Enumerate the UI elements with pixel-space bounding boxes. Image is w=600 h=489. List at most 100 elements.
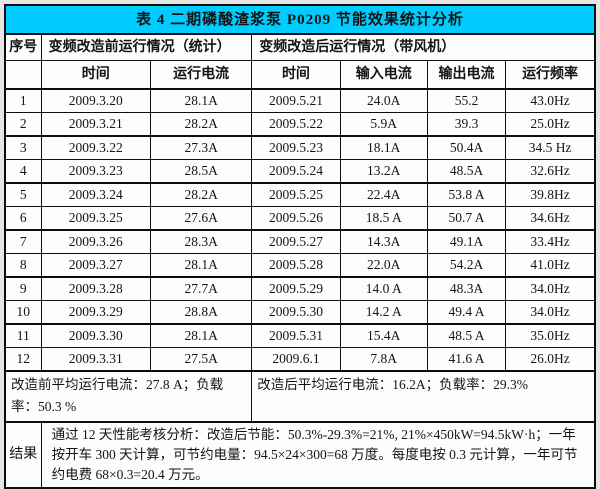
sub-header-row: 时间 运行电流 时间 输入电流 输出电流 运行频率	[4, 60, 596, 90]
row-index-cell: 2	[4, 112, 42, 137]
frequency-cell: 34.0Hz	[505, 276, 596, 301]
table-row: 7 2009.3.26 28.3A 2009.5.27 14.3A 49.1A …	[4, 229, 596, 254]
frequency-cell: 34.0Hz	[505, 300, 596, 325]
date-before-cell: 2009.3.23	[40, 159, 151, 184]
frequency-cell: 25.0Hz	[505, 112, 596, 137]
input-current-cell: 18.1A	[339, 135, 428, 160]
summary-row: 改造前平均运行电流：27.8 A；负载率：50.3 % 改造后平均运行电流：16…	[4, 370, 596, 423]
current-before-cell: 28.1A	[149, 323, 253, 348]
summary-before-cell: 改造前平均运行电流：27.8 A；负载率：50.3 %	[4, 370, 253, 423]
header-time-after: 时间	[251, 60, 341, 90]
date-after-cell: 2009.5.21	[251, 88, 341, 113]
table-row: 4 2009.3.23 28.5A 2009.5.24 13.2A 48.5A …	[4, 159, 596, 184]
row-index-cell: 7	[4, 229, 42, 254]
current-before-cell: 28.2A	[149, 112, 253, 137]
row-index-cell: 11	[4, 323, 42, 348]
output-current-cell: 39.3	[426, 112, 507, 137]
date-after-cell: 2009.6.1	[251, 347, 341, 372]
table-title: 表 4 二期磷酸渣浆泵 P0209 节能效果统计分析	[4, 4, 596, 35]
input-current-cell: 14.0 A	[339, 276, 428, 301]
summary-after-cell: 改造后平均运行电流：16.2A；负载率：29.3%	[251, 370, 596, 423]
row-index-cell: 6	[4, 206, 42, 231]
input-current-cell: 18.5 A	[339, 206, 428, 231]
table-row: 8 2009.3.27 28.1A 2009.5.28 22.0A 54.2A …	[4, 253, 596, 278]
result-row: 结果 通过 12 天性能考核分析：改造后节能：50.3%-29.3%=21%, …	[4, 421, 596, 489]
frequency-cell: 39.8Hz	[505, 182, 596, 207]
input-current-cell: 15.4A	[339, 323, 428, 348]
date-after-cell: 2009.5.29	[251, 276, 341, 301]
date-before-cell: 2009.3.31	[40, 347, 151, 372]
current-before-cell: 28.2A	[149, 182, 253, 207]
table-foot: 改造前平均运行电流：27.8 A；负载率：50.3 % 改造后平均运行电流：16…	[4, 370, 596, 489]
table-row: 10 2009.3.29 28.8A 2009.5.30 14.2 A 49.4…	[4, 300, 596, 325]
header-output-current: 输出电流	[426, 60, 507, 90]
date-after-cell: 2009.5.26	[251, 206, 341, 231]
output-current-cell: 41.6 A	[426, 347, 507, 372]
header-time-before: 时间	[40, 60, 151, 90]
row-index-cell: 9	[4, 276, 42, 301]
row-index-cell: 8	[4, 253, 42, 278]
input-current-cell: 7.8A	[339, 347, 428, 372]
row-index-cell: 12	[4, 347, 42, 372]
result-text-cell: 通过 12 天性能考核分析：改造后节能：50.3%-29.3%=21%, 21%…	[40, 421, 596, 489]
input-current-cell: 14.3A	[339, 229, 428, 254]
date-after-cell: 2009.5.24	[251, 159, 341, 184]
table-row: 9 2009.3.28 27.7A 2009.5.29 14.0 A 48.3A…	[4, 276, 596, 301]
frequency-cell: 43.0Hz	[505, 88, 596, 113]
title-row: 表 4 二期磷酸渣浆泵 P0209 节能效果统计分析	[4, 4, 596, 35]
date-after-cell: 2009.5.25	[251, 182, 341, 207]
current-before-cell: 28.5A	[149, 159, 253, 184]
date-before-cell: 2009.3.29	[40, 300, 151, 325]
table-row: 6 2009.3.25 27.6A 2009.5.26 18.5 A 50.7 …	[4, 206, 596, 231]
current-before-cell: 28.1A	[149, 253, 253, 278]
output-current-cell: 48.5 A	[426, 323, 507, 348]
date-after-cell: 2009.5.23	[251, 135, 341, 160]
date-before-cell: 2009.3.20	[40, 88, 151, 113]
output-current-cell: 48.5A	[426, 159, 507, 184]
current-before-cell: 28.3A	[149, 229, 253, 254]
output-current-cell: 53.8 A	[426, 182, 507, 207]
date-before-cell: 2009.3.26	[40, 229, 151, 254]
frequency-cell: 41.0Hz	[505, 253, 596, 278]
frequency-cell: 32.6Hz	[505, 159, 596, 184]
current-before-cell: 27.5A	[149, 347, 253, 372]
output-current-cell: 50.4A	[426, 135, 507, 160]
date-before-cell: 2009.3.21	[40, 112, 151, 137]
input-current-cell: 5.9A	[339, 112, 428, 137]
current-before-cell: 27.7A	[149, 276, 253, 301]
output-current-cell: 54.2A	[426, 253, 507, 278]
group-header-row: 序号 变频改造前运行情况（统计） 变频改造后运行情况（带风机）	[4, 33, 596, 61]
date-after-cell: 2009.5.28	[251, 253, 341, 278]
output-current-cell: 50.7 A	[426, 206, 507, 231]
frequency-cell: 33.4Hz	[505, 229, 596, 254]
input-current-cell: 24.0A	[339, 88, 428, 113]
date-after-cell: 2009.5.31	[251, 323, 341, 348]
date-before-cell: 2009.3.30	[40, 323, 151, 348]
header-group-before: 变频改造前运行情况（统计）	[40, 33, 253, 61]
date-after-cell: 2009.5.30	[251, 300, 341, 325]
output-current-cell: 48.3A	[426, 276, 507, 301]
current-before-cell: 27.3A	[149, 135, 253, 160]
date-before-cell: 2009.3.25	[40, 206, 151, 231]
date-after-cell: 2009.5.22	[251, 112, 341, 137]
output-current-cell: 55.2	[426, 88, 507, 113]
header-input-current: 输入电流	[339, 60, 428, 90]
table-row: 1 2009.3.20 28.1A 2009.5.21 24.0A 55.2 4…	[4, 88, 596, 113]
table-row: 2 2009.3.21 28.2A 2009.5.22 5.9A 39.3 25…	[4, 112, 596, 137]
energy-stats-table: 表 4 二期磷酸渣浆泵 P0209 节能效果统计分析 序号 变频改造前运行情况（…	[4, 4, 596, 489]
date-before-cell: 2009.3.22	[40, 135, 151, 160]
output-current-cell: 49.4 A	[426, 300, 507, 325]
row-index-cell: 1	[4, 88, 42, 113]
input-current-cell: 22.4A	[339, 182, 428, 207]
frequency-cell: 35.0Hz	[505, 323, 596, 348]
result-label-cell: 结果	[4, 421, 42, 489]
row-index-cell: 3	[4, 135, 42, 160]
date-after-cell: 2009.5.27	[251, 229, 341, 254]
header-index: 序号	[4, 33, 42, 61]
frequency-cell: 34.5 Hz	[505, 135, 596, 160]
current-before-cell: 27.6A	[149, 206, 253, 231]
table-row: 3 2009.3.22 27.3A 2009.5.23 18.1A 50.4A …	[4, 135, 596, 160]
row-index-cell: 10	[4, 300, 42, 325]
frequency-cell: 34.6Hz	[505, 206, 596, 231]
current-before-cell: 28.8A	[149, 300, 253, 325]
